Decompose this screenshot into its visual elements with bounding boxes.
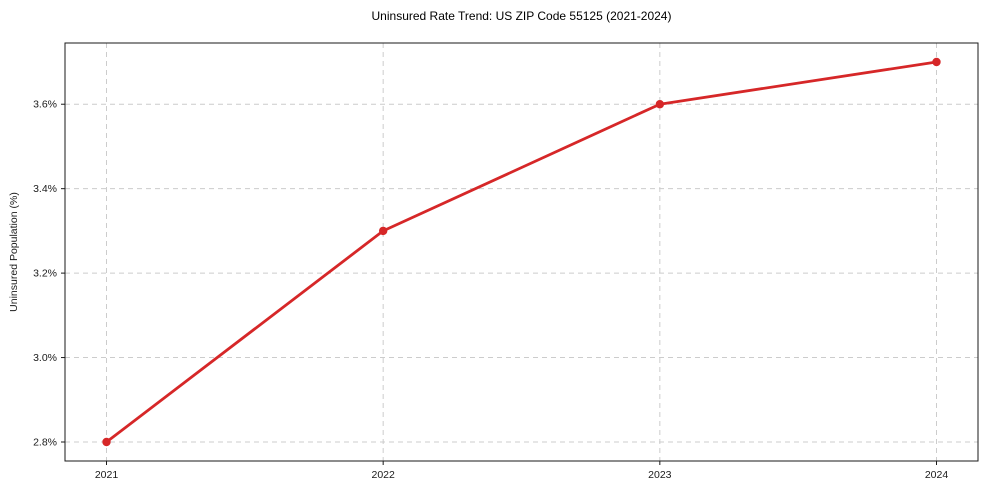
- data-point-2024: [932, 57, 941, 67]
- x-tick-label: 2023: [648, 469, 672, 481]
- x-tick-label: 2024: [925, 469, 949, 481]
- plot-border: [64, 42, 979, 462]
- y-tick-label: 3.6%: [33, 99, 57, 111]
- y-tick-label: 2.8%: [33, 437, 57, 449]
- trend-line: [105, 60, 938, 444]
- y-tick-label: 3.4%: [33, 183, 57, 195]
- data-point-2022: [378, 226, 388, 236]
- data-point-2021: [102, 437, 111, 447]
- y-tick-label: 3.0%: [33, 352, 57, 364]
- x-tick-label: 2021: [95, 469, 119, 481]
- chart-title: Uninsured Rate Trend: US ZIP Code 55125 …: [371, 9, 672, 23]
- x-tick-label: 2022: [371, 469, 395, 481]
- data-point-2023: [655, 100, 665, 109]
- y-tick-label: 3.2%: [33, 268, 57, 280]
